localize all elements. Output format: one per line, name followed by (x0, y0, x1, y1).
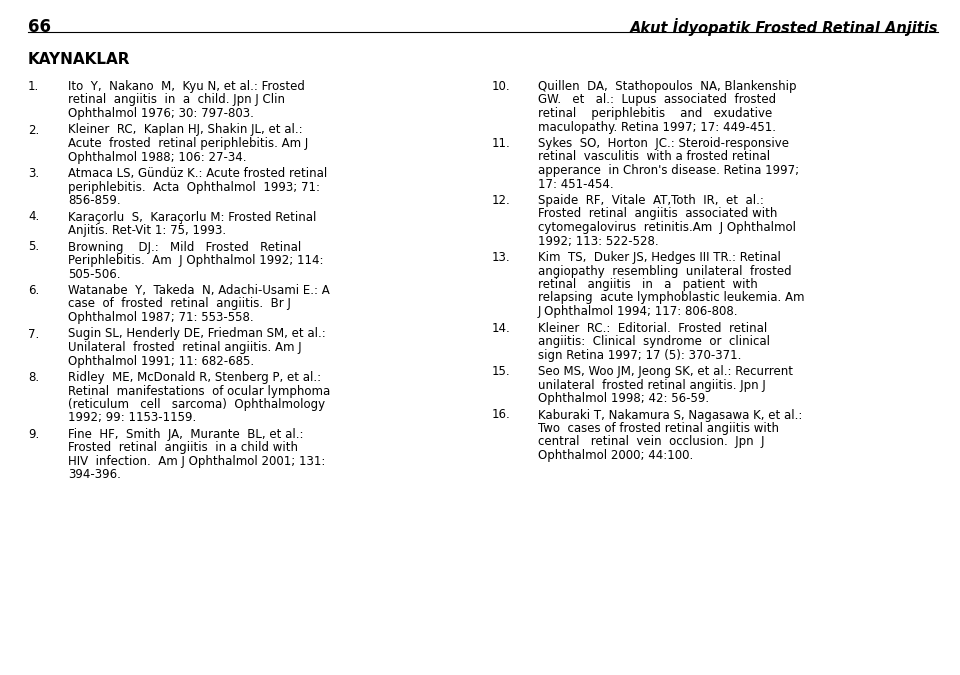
Text: retinal    periphlebitis    and   exudative: retinal periphlebitis and exudative (538, 107, 772, 120)
Text: Seo MS, Woo JM, Jeong SK, et al.: Recurrent: Seo MS, Woo JM, Jeong SK, et al.: Recurr… (538, 365, 793, 378)
Text: 856-859.: 856-859. (68, 194, 121, 207)
Text: Karaçorlu  S,  Karaçorlu M: Frosted Retinal: Karaçorlu S, Karaçorlu M: Frosted Retina… (68, 211, 317, 223)
Text: 66: 66 (28, 18, 51, 36)
Text: Frosted  retinal  angiitis  in a child with: Frosted retinal angiitis in a child with (68, 441, 298, 454)
Text: 505-506.: 505-506. (68, 267, 121, 281)
Text: (reticulum   cell   sarcoma)  Ophthalmology: (reticulum cell sarcoma) Ophthalmology (68, 398, 325, 411)
Text: Kleiner  RC.:  Editorial.  Frosted  retinal: Kleiner RC.: Editorial. Frosted retinal (538, 321, 767, 335)
Text: Ridley  ME, McDonald R, Stenberg P, et al.:: Ridley ME, McDonald R, Stenberg P, et al… (68, 371, 322, 384)
Text: 15.: 15. (492, 365, 511, 378)
Text: Anjitis. Ret-Vit 1: 75, 1993.: Anjitis. Ret-Vit 1: 75, 1993. (68, 224, 227, 237)
Text: 1.: 1. (28, 80, 39, 93)
Text: 5.: 5. (28, 240, 39, 254)
Text: Quillen  DA,  Stathopoulos  NA, Blankenship: Quillen DA, Stathopoulos NA, Blankenship (538, 80, 797, 93)
Text: Browning    DJ.:   Mild   Frosted   Retinal: Browning DJ.: Mild Frosted Retinal (68, 240, 301, 254)
Text: 10.: 10. (492, 80, 511, 93)
Text: Fine  HF,  Smith  JA,  Murante  BL, et al.:: Fine HF, Smith JA, Murante BL, et al.: (68, 428, 303, 441)
Text: Ophthalmol 1991; 11: 682-685.: Ophthalmol 1991; 11: 682-685. (68, 354, 254, 367)
Text: 394-396.: 394-396. (68, 468, 121, 481)
Text: J Ophthalmol 1994; 117: 806-808.: J Ophthalmol 1994; 117: 806-808. (538, 305, 738, 318)
Text: Ophthalmol 1987; 71: 553-558.: Ophthalmol 1987; 71: 553-558. (68, 311, 253, 324)
Text: 3.: 3. (28, 167, 39, 180)
Text: 12.: 12. (492, 194, 511, 207)
Text: Periphlebitis.  Am  J Ophthalmol 1992; 114:: Periphlebitis. Am J Ophthalmol 1992; 114… (68, 254, 324, 267)
Text: Two  cases of frosted retinal angiitis with: Two cases of frosted retinal angiitis wi… (538, 422, 779, 435)
Text: case  of  frosted  retinal  angiitis.  Br J: case of frosted retinal angiitis. Br J (68, 298, 291, 310)
Text: retinal  vasculitis  with a frosted retinal: retinal vasculitis with a frosted retina… (538, 151, 770, 163)
Text: maculopathy. Retina 1997; 17: 449-451.: maculopathy. Retina 1997; 17: 449-451. (538, 121, 776, 134)
Text: Acute  frosted  retinal periphlebitis. Am J: Acute frosted retinal periphlebitis. Am … (68, 137, 308, 150)
Text: Kaburaki T, Nakamura S, Nagasawa K, et al.:: Kaburaki T, Nakamura S, Nagasawa K, et a… (538, 408, 803, 421)
Text: Unilateral  frosted  retinal angiitis. Am J: Unilateral frosted retinal angiitis. Am … (68, 341, 301, 354)
Text: Ophthalmol 1976; 30: 797-803.: Ophthalmol 1976; 30: 797-803. (68, 107, 253, 120)
Text: 16.: 16. (492, 408, 511, 421)
Text: Retinal  manifestations  of ocular lymphoma: Retinal manifestations of ocular lymphom… (68, 385, 330, 398)
Text: unilateral  frosted retinal angiitis. Jpn J: unilateral frosted retinal angiitis. Jpn… (538, 379, 766, 391)
Text: Ito  Y,  Nakano  M,  Kyu N, et al.: Frosted: Ito Y, Nakano M, Kyu N, et al.: Frosted (68, 80, 305, 93)
Text: Akut İdyopatik Frosted Retinal Anjitis: Akut İdyopatik Frosted Retinal Anjitis (630, 18, 938, 36)
Text: relapsing  acute lymphoblastic leukemia. Am: relapsing acute lymphoblastic leukemia. … (538, 292, 804, 304)
Text: HIV  infection.  Am J Ophthalmol 2001; 131:: HIV infection. Am J Ophthalmol 2001; 131… (68, 455, 325, 468)
Text: Sugin SL, Henderly DE, Friedman SM, et al.:: Sugin SL, Henderly DE, Friedman SM, et a… (68, 327, 325, 340)
Text: 2.: 2. (28, 124, 39, 136)
Text: Kleiner  RC,  Kaplan HJ, Shakin JL, et al.:: Kleiner RC, Kaplan HJ, Shakin JL, et al.… (68, 124, 302, 136)
Text: 13.: 13. (492, 251, 511, 264)
Text: 7.: 7. (28, 327, 39, 340)
Text: Spaide  RF,  Vitale  AT,Toth  IR,  et  al.:: Spaide RF, Vitale AT,Toth IR, et al.: (538, 194, 764, 207)
Text: retinal   angiitis   in   a   patient  with: retinal angiitis in a patient with (538, 278, 757, 291)
Text: KAYNAKLAR: KAYNAKLAR (28, 52, 131, 67)
Text: Ophthalmol 1988; 106: 27-34.: Ophthalmol 1988; 106: 27-34. (68, 151, 247, 163)
Text: 9.: 9. (28, 428, 39, 441)
Text: apperance  in Chron's disease. Retina 1997;: apperance in Chron's disease. Retina 199… (538, 164, 799, 177)
Text: 17: 451-454.: 17: 451-454. (538, 178, 613, 190)
Text: Frosted  retinal  angiitis  associated with: Frosted retinal angiitis associated with (538, 207, 778, 221)
Text: sign Retina 1997; 17 (5): 370-371.: sign Retina 1997; 17 (5): 370-371. (538, 348, 741, 362)
Text: Kim  TS,  Duker JS, Hedges III TR.: Retinal: Kim TS, Duker JS, Hedges III TR.: Retina… (538, 251, 780, 264)
Text: angiitis:  Clinical  syndrome  or  clinical: angiitis: Clinical syndrome or clinical (538, 335, 770, 348)
Text: central   retinal  vein  occlusion.  Jpn  J: central retinal vein occlusion. Jpn J (538, 435, 764, 448)
Text: 11.: 11. (492, 137, 511, 150)
Text: retinal  angiitis  in  a  child. Jpn J Clin: retinal angiitis in a child. Jpn J Clin (68, 94, 285, 107)
Text: Ophthalmol 1998; 42: 56-59.: Ophthalmol 1998; 42: 56-59. (538, 392, 709, 405)
Text: 8.: 8. (28, 371, 39, 384)
Text: 14.: 14. (492, 321, 511, 335)
Text: Atmaca LS, Gündüz K.: Acute frosted retinal: Atmaca LS, Gündüz K.: Acute frosted reti… (68, 167, 327, 180)
Text: Ophthalmol 2000; 44:100.: Ophthalmol 2000; 44:100. (538, 449, 693, 462)
Text: GW.   et   al.:  Lupus  associated  frosted: GW. et al.: Lupus associated frosted (538, 94, 776, 107)
Text: Sykes  SO,  Horton  JC.: Steroid-responsive: Sykes SO, Horton JC.: Steroid-responsive (538, 137, 789, 150)
Text: 6.: 6. (28, 284, 39, 297)
Text: cytomegalovirus  retinitis.Am  J Ophthalmol: cytomegalovirus retinitis.Am J Ophthalmo… (538, 221, 796, 234)
Text: angiopathy  resembling  unilateral  frosted: angiopathy resembling unilateral frosted (538, 265, 792, 277)
Text: 1992; 113: 522-528.: 1992; 113: 522-528. (538, 234, 659, 248)
Text: 4.: 4. (28, 211, 39, 223)
Text: 1992; 99: 1153-1159.: 1992; 99: 1153-1159. (68, 412, 196, 425)
Text: periphlebitis.  Acta  Ophthalmol  1993; 71:: periphlebitis. Acta Ophthalmol 1993; 71: (68, 180, 320, 194)
Text: Watanabe  Y,  Takeda  N, Adachi-Usami E.: A: Watanabe Y, Takeda N, Adachi-Usami E.: A (68, 284, 329, 297)
